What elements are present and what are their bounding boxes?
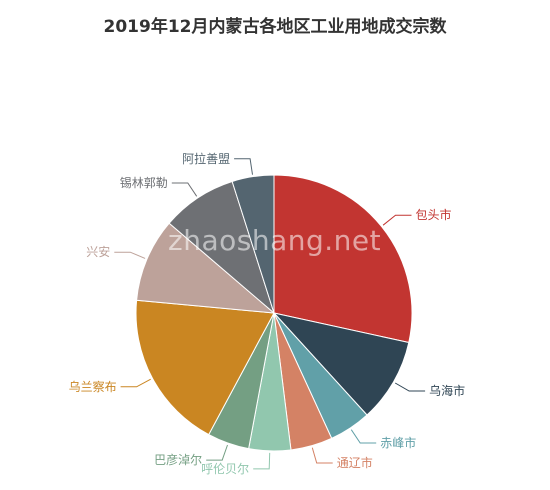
slice-label: 乌海市 (429, 383, 465, 398)
slice-label: 兴安 (86, 244, 110, 259)
slice-label: 包头市 (416, 207, 452, 222)
label-leader-line (171, 182, 198, 197)
slice-label: 阿拉善盟 (182, 151, 230, 166)
slice-label: 乌兰察布 (69, 379, 117, 394)
pie-slice[interactable] (273, 174, 413, 344)
slice-label: 通辽市 (337, 455, 373, 470)
pie-slice[interactable] (231, 174, 275, 314)
label-leader-line (350, 429, 377, 444)
watermark: zhaoshang.net (168, 224, 382, 257)
pie-slice[interactable] (135, 299, 275, 436)
label-leader-line (234, 158, 253, 175)
label-leader-line (311, 447, 333, 464)
label-leader-line (253, 452, 271, 470)
label-leader-line (206, 444, 228, 461)
slice-label: 锡林郭勒 (120, 175, 168, 190)
slice-label: 呼伦贝尔 (201, 461, 249, 476)
label-leader-line (114, 251, 146, 259)
label-leader-line (120, 378, 151, 388)
chart-title: 2019年12月内蒙古各地区工业用地成交宗数 (103, 17, 447, 37)
pie-slice[interactable] (136, 222, 276, 314)
slice-label: 巴彦淖尔 (154, 452, 202, 467)
label-leader-line (382, 214, 412, 226)
slice-label: 赤峰市 (380, 435, 416, 450)
pie-slice[interactable] (272, 312, 410, 416)
label-leader-line (394, 382, 426, 392)
